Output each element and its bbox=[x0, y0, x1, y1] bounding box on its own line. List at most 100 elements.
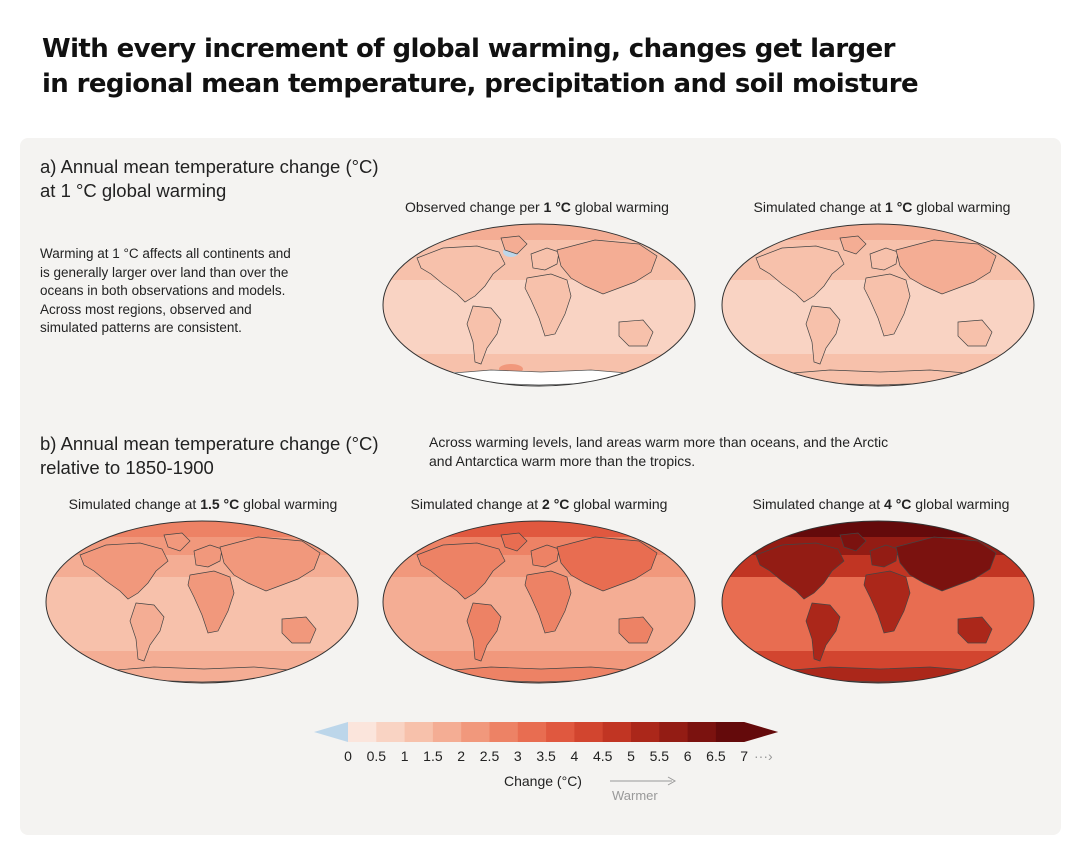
map-simulated-4c bbox=[721, 520, 1035, 684]
continent-europe bbox=[869, 544, 899, 568]
colorbar-segment bbox=[517, 722, 547, 742]
continent-north-america bbox=[79, 542, 169, 600]
continent-greenland bbox=[839, 235, 867, 255]
map-label-simulated-2c: Simulated change at 2 °C global warming bbox=[410, 496, 668, 512]
map-label-simulated-1-5c: Simulated change at 1.5 °C global warmin… bbox=[68, 496, 338, 512]
continent-africa bbox=[863, 570, 911, 634]
ocean-band bbox=[46, 521, 358, 537]
map-frame bbox=[45, 520, 359, 684]
continent-asia bbox=[556, 536, 658, 592]
colorbar-segment bbox=[489, 722, 519, 742]
map-frame bbox=[382, 223, 696, 387]
section-b-description: Across warming levels, land areas warm m… bbox=[429, 433, 888, 471]
continent-africa bbox=[863, 273, 911, 337]
continent-australia bbox=[957, 319, 993, 347]
colorbar-segment bbox=[376, 722, 406, 742]
colorbar-tick-label: 2.5 bbox=[479, 748, 500, 764]
ocean-band bbox=[383, 651, 695, 669]
colorbar-segment bbox=[546, 722, 575, 742]
continent-africa bbox=[524, 273, 572, 337]
continent-australia bbox=[281, 616, 317, 644]
continent-asia bbox=[556, 239, 658, 295]
map-field bbox=[383, 224, 695, 386]
colorbar-tick-label: 3 bbox=[513, 748, 522, 764]
colorbar-tick-label: 0.5 bbox=[366, 748, 387, 764]
section-a-heading-line-1: a) Annual mean temperature change (°C) bbox=[40, 156, 379, 177]
map-simulated-1c bbox=[721, 223, 1035, 387]
ocean-band bbox=[383, 224, 695, 240]
ocean-band bbox=[722, 354, 1034, 372]
continent-asia bbox=[895, 536, 997, 592]
continent-australia bbox=[618, 319, 654, 347]
colorbar-segment bbox=[602, 722, 632, 742]
map-simulated-1-5c bbox=[45, 520, 359, 684]
section-b-description-line: and Antarctica warm more than the tropic… bbox=[429, 453, 696, 469]
map-frame bbox=[721, 520, 1035, 684]
section-b-heading: b) Annual mean temperature change (°C) r… bbox=[40, 432, 379, 480]
map-observed-1c bbox=[382, 223, 696, 387]
colorbar-segment bbox=[432, 722, 462, 742]
colorbar-negative-arrow bbox=[314, 722, 348, 742]
colorbar-segment bbox=[574, 722, 604, 742]
title-line-1: With every increment of global warming, … bbox=[42, 34, 895, 64]
colorbar bbox=[314, 722, 779, 742]
warmer-label: Warmer bbox=[612, 788, 658, 803]
section-a-description-line: oceans in both observations and models. bbox=[40, 283, 286, 298]
continent-north-america bbox=[755, 245, 845, 303]
continent-south-america bbox=[466, 602, 502, 662]
colorbar-label: Change (°C) bbox=[504, 773, 582, 789]
section-b-heading-line-2: relative to 1850-1900 bbox=[40, 457, 214, 478]
colorbar-segment bbox=[404, 722, 434, 742]
colorbar-tick-label: 6 bbox=[683, 748, 692, 764]
map-field bbox=[722, 224, 1034, 386]
colorbar-tick-label: 3.5 bbox=[536, 748, 556, 764]
title-line-2: in regional mean temperature, precipitat… bbox=[42, 69, 919, 99]
continent-south-america bbox=[805, 602, 841, 662]
map-label-simulated-1c: Simulated change at 1 °C global warming bbox=[753, 199, 1011, 215]
colorbar-segment bbox=[461, 722, 490, 742]
continent-south-america bbox=[466, 305, 502, 365]
continent-north-america bbox=[755, 542, 845, 600]
map-field bbox=[383, 521, 695, 683]
section-b-heading-line-1: b) Annual mean temperature change (°C) bbox=[40, 433, 379, 454]
ocean-band bbox=[383, 521, 695, 537]
colorbar-tick-label: 4.5 bbox=[592, 748, 613, 764]
ocean-band bbox=[46, 651, 358, 669]
continent-africa bbox=[187, 570, 235, 634]
colorbar-segment bbox=[631, 722, 660, 742]
ocean-band bbox=[383, 354, 695, 372]
continent-australia bbox=[618, 616, 654, 644]
map-field bbox=[46, 521, 358, 683]
continent-europe bbox=[869, 247, 899, 271]
continent-north-america bbox=[416, 245, 506, 303]
section-a-description-line: is generally larger over land than over … bbox=[40, 264, 289, 280]
section-a-heading-line-2: at 1 °C global warming bbox=[40, 180, 227, 201]
colorbar-segment bbox=[687, 722, 717, 742]
continent-north-america bbox=[416, 542, 506, 600]
map-label-simulated-4c: Simulated change at 4 °C global warming bbox=[752, 496, 1010, 512]
continent-south-america bbox=[129, 602, 165, 662]
continent-australia bbox=[957, 616, 993, 644]
continent-europe bbox=[530, 544, 560, 568]
continent-south-america bbox=[805, 305, 841, 365]
continent-europe bbox=[530, 247, 560, 271]
page-title: With every increment of global warming, … bbox=[42, 32, 942, 102]
section-b-description-line: Across warming levels, land areas warm m… bbox=[429, 434, 889, 450]
continent-greenland bbox=[163, 532, 191, 552]
colorbar-tick-label: 5.5 bbox=[649, 748, 670, 764]
ocean-band bbox=[722, 224, 1034, 240]
colorbar-segment bbox=[659, 722, 689, 742]
map-field bbox=[722, 521, 1034, 683]
colorbar-tick-label: 6.5 bbox=[706, 748, 726, 764]
map-frame bbox=[382, 520, 696, 684]
continent-europe bbox=[193, 544, 223, 568]
section-a-description-line: Across most regions, observed and bbox=[40, 301, 252, 317]
map-simulated-2c bbox=[382, 520, 696, 684]
colorbar-tick-label: 1.5 bbox=[423, 748, 443, 764]
section-a-description-line: simulated patterns are consistent. bbox=[40, 320, 242, 335]
continent-greenland bbox=[500, 235, 528, 255]
map-frame bbox=[721, 223, 1035, 387]
section-a-description-line: Warming at 1 °C affects all continents a… bbox=[40, 246, 291, 261]
warmer-arrow-icon bbox=[610, 776, 677, 786]
continent-greenland bbox=[500, 532, 528, 552]
